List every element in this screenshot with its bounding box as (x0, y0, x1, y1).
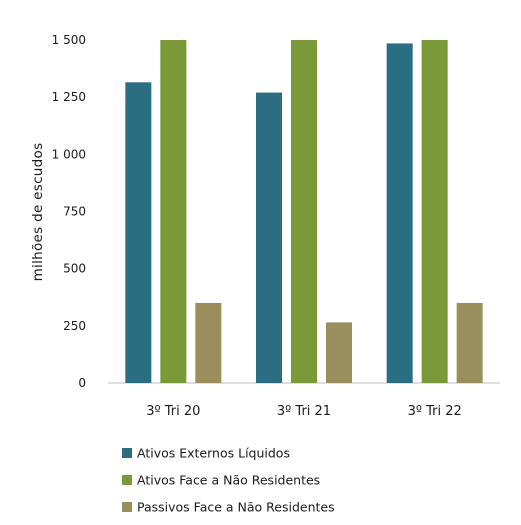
y-tick-label: 1 250 (52, 90, 86, 104)
y-tick-label: 1 000 (52, 147, 86, 161)
x-tick-label: 3º Tri 22 (408, 404, 462, 419)
y-axis-label: milhões de escudos (30, 143, 46, 282)
y-tick-label: 0 (78, 376, 86, 390)
bar (160, 40, 187, 383)
bar (256, 92, 282, 384)
x-tick-label: 3º Tri 20 (146, 404, 200, 419)
bar (386, 43, 413, 384)
y-tick-label: 750 (63, 205, 86, 219)
x-axis-categories: 3º Tri 20 3º Tri 21 3º Tri 22 (146, 404, 462, 419)
bar (195, 302, 222, 383)
y-tick-label: 1 500 (52, 33, 86, 47)
x-tick-label: 3º Tri 21 (277, 404, 331, 419)
legend-swatch (122, 502, 132, 512)
y-axis-ticks: 0 250 500 750 1 000 1 250 1 500 (52, 33, 86, 390)
legend-label: Ativos Externos Líquidos (137, 446, 290, 461)
bar (125, 82, 152, 383)
y-tick-label: 250 (63, 319, 86, 333)
y-tick-label: 500 (63, 262, 86, 276)
bar (291, 40, 317, 383)
legend-swatch (122, 475, 132, 485)
bar (326, 322, 352, 383)
bar (421, 40, 448, 383)
legend-label: Passivos Face a Não Residentes (137, 500, 335, 515)
bars (125, 40, 483, 384)
legend-swatch (122, 448, 132, 458)
bar (456, 302, 483, 383)
legend: Ativos Externos Líquidos Ativos Face a Nã… (122, 446, 335, 515)
legend-label: Ativos Face a Não Residentes (137, 473, 320, 488)
